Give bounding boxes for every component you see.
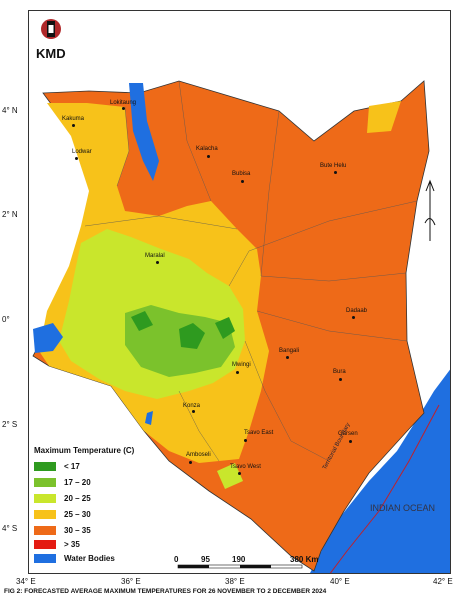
town-dot: [156, 261, 159, 264]
town-dot: [352, 316, 355, 319]
town-amboseli: Amboseli: [186, 452, 211, 458]
scale-label-190: 190: [232, 555, 246, 564]
legend-item-17-20: 17 – 20: [34, 477, 91, 488]
town-bura: Bura: [333, 369, 346, 375]
ocean-label: INDIAN OCEAN: [370, 503, 436, 513]
map-frame: [28, 10, 451, 574]
zone-hot-north: [367, 101, 401, 133]
legend-swatch: [34, 540, 56, 549]
lon-label-40e: 40° E: [330, 577, 350, 586]
lat-label-4n: 4° N: [2, 106, 18, 115]
town-konza: Konza: [183, 403, 201, 409]
town-bubisa: Bubisa: [232, 171, 251, 177]
legend-swatch: [34, 462, 56, 471]
town-dot: [286, 356, 289, 359]
legend-swatch: [34, 494, 56, 503]
legend-label: < 17: [64, 462, 80, 471]
town-dot: [349, 440, 352, 443]
scale-label-380: 380 Km: [290, 555, 319, 564]
legend-label: > 35: [64, 540, 80, 549]
town-dot: [339, 378, 342, 381]
legend-label: 17 – 20: [64, 478, 91, 487]
town-bute-helu: Bute Helu: [320, 163, 347, 169]
lake-naivasha: [145, 411, 153, 425]
county-lines: [84, 80, 418, 462]
town-dadaab: Dadaab: [346, 308, 368, 314]
legend-label: 25 – 30: [64, 510, 91, 519]
figure-caption: FIG 2: FORECASTED AVERAGE MAXIMUM TEMPER…: [4, 588, 327, 595]
zone-below-17-b: [179, 323, 205, 349]
lon-label-38e: 38° E: [225, 577, 245, 586]
town-kalacha: Kalacha: [196, 146, 218, 152]
town-dot: [241, 180, 244, 183]
lon-label-42e: 42° E: [433, 577, 453, 586]
lon-label-36e: 36° E: [121, 577, 141, 586]
legend-swatch: [34, 478, 56, 487]
lat-label-2s: 2° S: [2, 420, 18, 429]
legend-item-30-35: 30 – 35: [34, 525, 91, 536]
town-dot: [238, 472, 241, 475]
zone-20-25-south: [217, 463, 243, 489]
temperature-map: [32, 15, 450, 573]
town-dot: [334, 171, 337, 174]
legend-item-25-30: 25 – 30: [34, 509, 91, 520]
town-dot: [236, 371, 239, 374]
town-dot: [122, 107, 125, 110]
legend-label: 20 – 25: [64, 494, 91, 503]
town-dot: [189, 461, 192, 464]
town-dot: [72, 124, 75, 127]
lake-victoria: [33, 323, 63, 353]
lat-label-2n: 2° N: [2, 210, 18, 219]
scale-label-95: 95: [201, 555, 210, 564]
north-arrow: [424, 179, 436, 241]
kmd-emblem: [35, 15, 67, 45]
legend-item-above-35: > 35: [34, 539, 80, 550]
legend-label: 30 – 35: [64, 526, 91, 535]
legend-item-20-25: 20 – 25: [34, 493, 91, 504]
zone-17-20: [125, 305, 235, 377]
town-mwingi: Mwingi: [232, 362, 251, 368]
kmd-logo-text: KMD: [36, 46, 66, 61]
town-tsavo-west: Tsavo West: [230, 464, 261, 470]
legend-label: Water Bodies: [64, 554, 115, 563]
indian-ocean: [310, 369, 450, 573]
town-lodwar: Lodwar: [72, 149, 92, 155]
legend-swatch: [34, 554, 56, 563]
town-dot: [244, 439, 247, 442]
town-kakuma: Kakuma: [62, 116, 85, 122]
lat-label-4s: 4° S: [2, 524, 18, 533]
town-maralal: Maralal: [145, 253, 165, 259]
town-dot: [207, 155, 210, 158]
legend-swatch: [34, 526, 56, 535]
town-bangali: Bangali: [279, 348, 300, 354]
town-garsen: Garsen: [338, 431, 358, 437]
zone-below-17-a: [131, 311, 153, 331]
scale-bar: [177, 564, 303, 569]
town-dot: [192, 410, 195, 413]
lat-label-0: 0°: [2, 315, 10, 324]
zone-below-17-c: [215, 317, 235, 339]
town-lokitaung: Lokitaung: [110, 100, 137, 106]
lon-label-34e: 34° E: [16, 577, 36, 586]
territorial-boundary: [329, 404, 440, 573]
town-dot: [75, 157, 78, 160]
lake-turkana: [129, 83, 159, 181]
town-tsavo-east: Tsavo East: [244, 430, 274, 436]
legend-title: Maximum Temperature (C): [34, 446, 135, 455]
legend-item-below-17: < 17: [34, 461, 80, 472]
legend-item-water: Water Bodies: [34, 553, 115, 564]
legend-swatch: [34, 510, 56, 519]
scale-label-0: 0: [174, 555, 179, 564]
